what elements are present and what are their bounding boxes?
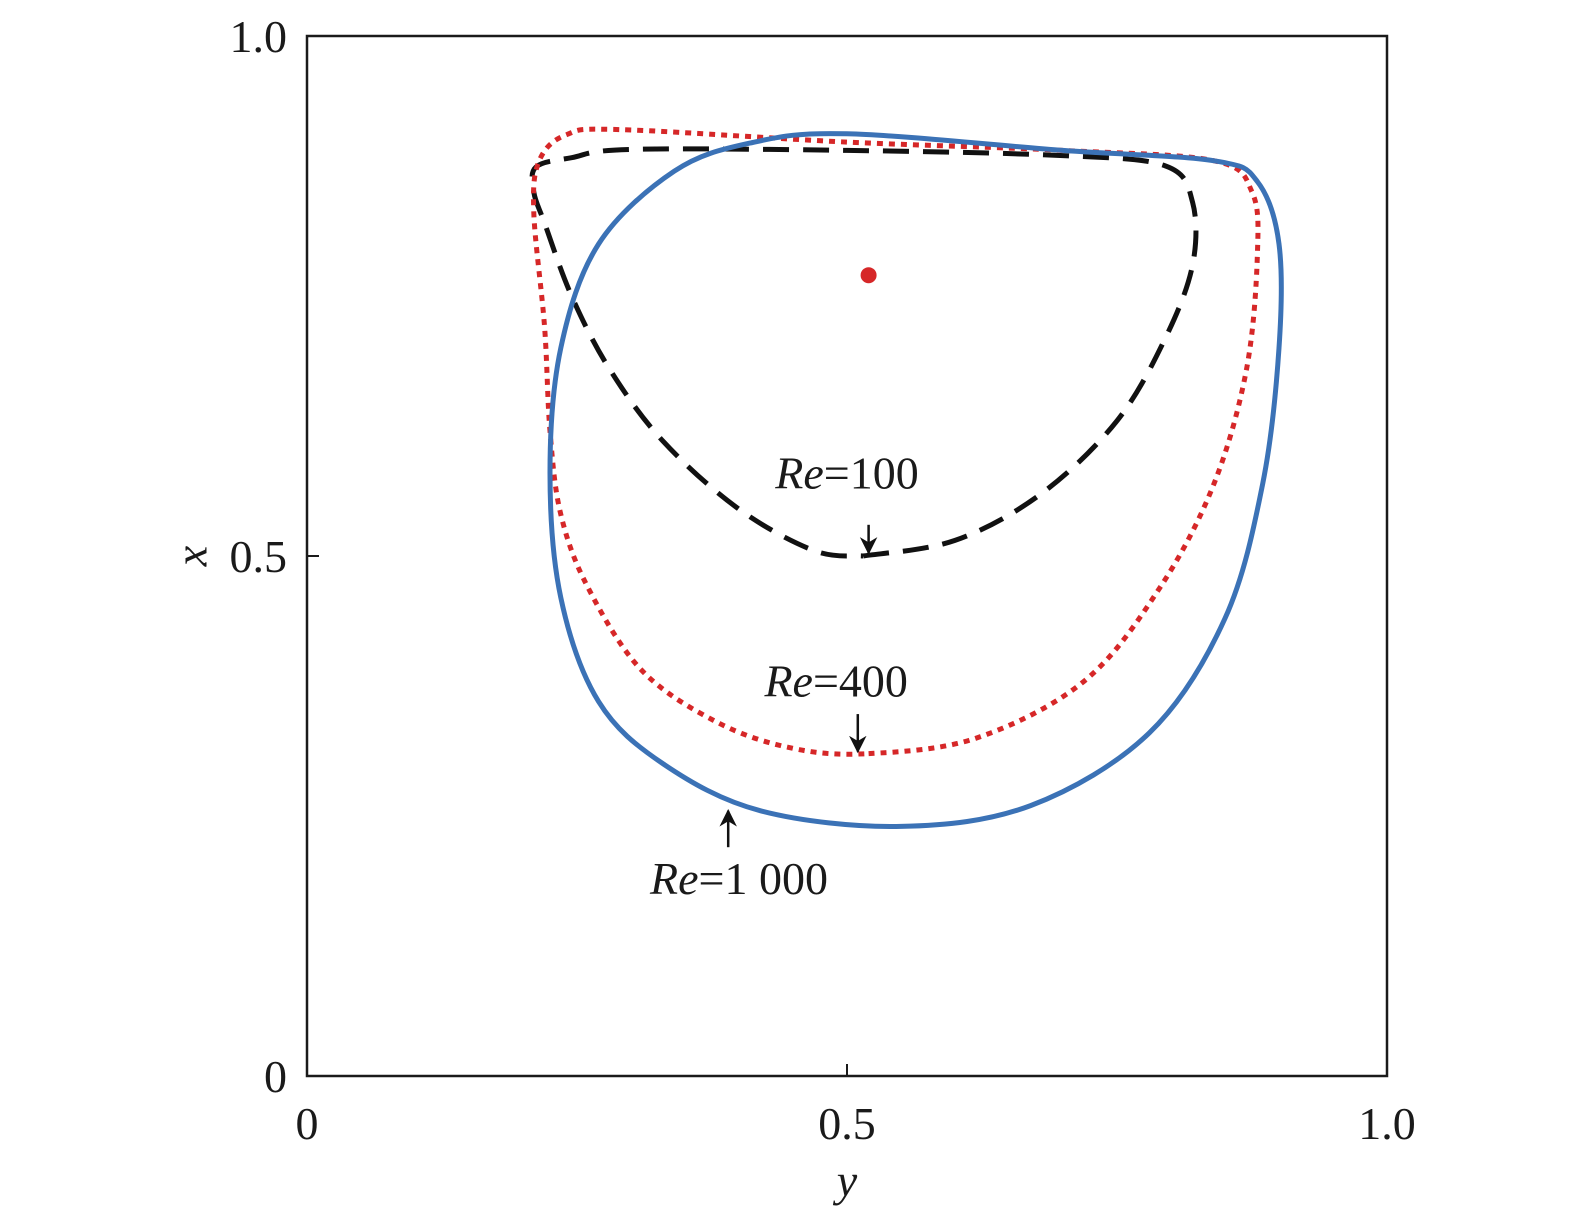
series-line-dashed: [529, 146, 1199, 559]
y-axis-title: x: [166, 545, 217, 567]
series-line-dotted: [531, 126, 1261, 757]
x-tick-label: 0: [296, 1098, 319, 1149]
series-line-solid: [547, 131, 1284, 829]
y-tick-label: 1.0: [230, 11, 288, 62]
y-tick-label: 0: [264, 1051, 287, 1102]
y-tick-label: 0.5: [230, 531, 288, 582]
annotation-label: Re=400: [763, 655, 907, 706]
vortex-center-marker: [860, 267, 877, 284]
annotation-layer: Re=100 Re=400 Re=1 000: [649, 447, 919, 904]
series-layer: [529, 126, 1284, 829]
annotation-label: Re=1 000: [649, 853, 828, 904]
x-tick-label: 1.0: [1358, 1098, 1416, 1149]
x-axis-title: y: [833, 1155, 858, 1206]
axis-ticks: 0 0.5 1.0 0 0.5 1.0: [230, 11, 1416, 1149]
annotation-label: Re=100: [774, 447, 918, 498]
x-tick-label: 0.5: [818, 1098, 876, 1149]
